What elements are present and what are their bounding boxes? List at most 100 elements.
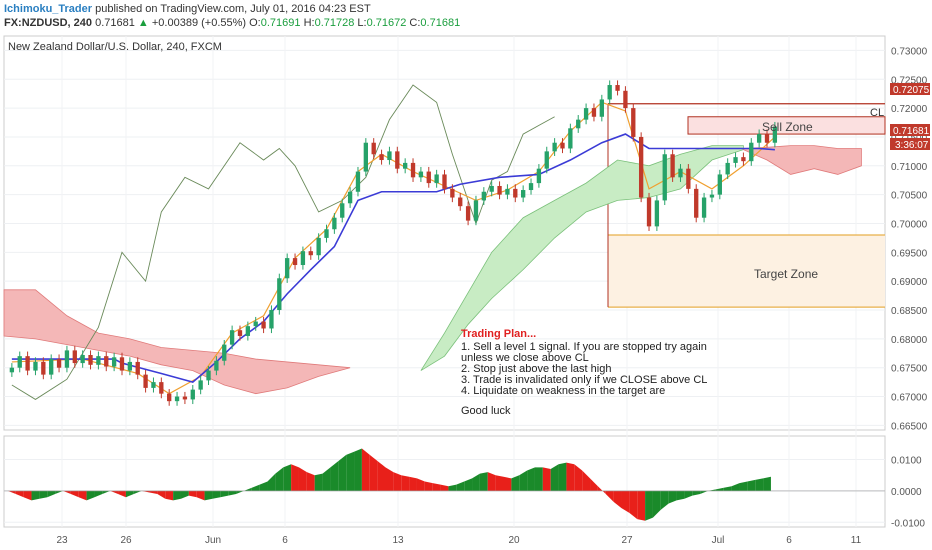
- osc-bar-up: [354, 448, 362, 491]
- osc-bar-up: [511, 475, 520, 491]
- candle-up: [568, 128, 573, 149]
- candle-down: [119, 357, 125, 371]
- oscillator-pane-frame: [3, 435, 886, 528]
- sell-zone: [687, 116, 886, 135]
- low-value: 0.71672: [366, 17, 407, 29]
- osc-bar-down: [165, 490, 174, 501]
- candle-up: [363, 142, 369, 172]
- osc-bar-up: [519, 470, 528, 491]
- candle-up: [552, 142, 557, 152]
- candle-down: [646, 197, 652, 227]
- osc-bar-down: [361, 448, 370, 491]
- candle-down: [497, 185, 502, 195]
- candle-up: [269, 310, 274, 329]
- osc-bar-up: [94, 490, 103, 498]
- candle-down: [686, 168, 691, 189]
- kijun-line: [11, 133, 775, 384]
- price-tick-label: 0.66500: [891, 421, 928, 432]
- time-tick-label: 23: [56, 535, 68, 546]
- osc-bar-down: [118, 490, 126, 498]
- candle-up: [222, 344, 227, 361]
- osc-bar-up: [472, 473, 480, 491]
- candle-down: [379, 154, 384, 161]
- candle-down: [182, 396, 188, 400]
- osc-bar-up: [448, 484, 457, 491]
- target-zone: [608, 235, 885, 308]
- time-tick-label: 13: [392, 535, 404, 546]
- candle-down: [395, 151, 400, 169]
- candle-up: [198, 380, 203, 390]
- ichimoku-cloud: [3, 145, 862, 395]
- osc-bar-down: [590, 478, 598, 491]
- price-change: +0.00389 (+0.55%): [151, 17, 247, 29]
- plan-line-2: unless we close above CL: [461, 352, 589, 364]
- osc-bar-up: [330, 461, 339, 491]
- price-tick-label: 0.67000: [891, 393, 928, 404]
- candle-up: [576, 119, 581, 129]
- bear-cloud-right: [743, 145, 862, 175]
- plan-line-5: 4. Liquidate on weakness in the target a…: [461, 385, 665, 397]
- osc-bar-up: [259, 481, 268, 491]
- candle-down: [88, 355, 93, 365]
- candle-down: [237, 330, 243, 336]
- candle-down: [591, 108, 597, 117]
- osc-bar-up: [275, 467, 284, 491]
- osc-bar-up: [133, 490, 142, 495]
- candle-up: [9, 367, 15, 373]
- candle-up: [772, 126, 778, 143]
- osc-bar-down: [637, 490, 646, 521]
- osc-bar-up: [47, 490, 56, 498]
- osc-bar-up: [708, 489, 716, 491]
- candle-up: [253, 321, 258, 327]
- plan-line-7: Good luck: [461, 405, 511, 417]
- candle-down: [450, 188, 455, 198]
- osc-bar-down: [291, 464, 299, 491]
- osc-bar-up: [652, 490, 661, 518]
- osc-bar-up: [723, 486, 732, 491]
- candle-down: [410, 162, 416, 178]
- candle-down: [513, 188, 518, 198]
- candle-up: [520, 190, 526, 198]
- osc-bar-down: [597, 486, 606, 495]
- author-link[interactable]: Ichimoku_Trader: [4, 3, 93, 15]
- osc-bar-down: [432, 483, 441, 491]
- candle-up: [245, 326, 251, 336]
- osc-bar-up: [731, 483, 740, 491]
- candle-up: [340, 203, 345, 218]
- target-zone-label: Target Zone: [754, 267, 818, 281]
- sell-zone-label: Sell Zone: [762, 120, 813, 134]
- price-tick-label: 0.72000: [891, 104, 928, 115]
- candle-down: [638, 136, 644, 198]
- candle-up: [434, 174, 439, 184]
- candle-up: [387, 151, 392, 161]
- osc-bar-down: [298, 467, 307, 491]
- candle-up: [214, 360, 219, 371]
- high-label: H:: [303, 17, 315, 29]
- osc-bar-down: [487, 472, 496, 491]
- osc-bar-down: [416, 478, 425, 491]
- candle-up: [481, 191, 486, 201]
- osc-bar-up: [715, 487, 724, 491]
- candle-down: [135, 361, 140, 375]
- osc-bar-up: [283, 464, 292, 491]
- candle-up: [725, 162, 730, 175]
- symbol-label[interactable]: FX:NZDUSD, 240: [4, 17, 93, 29]
- osc-bar-up: [86, 490, 95, 501]
- osc-tick-label: -0.0100: [891, 518, 925, 529]
- osc-bar-down: [613, 490, 622, 509]
- osc-bar-down: [15, 490, 24, 498]
- time-tick-label: Jun: [205, 535, 221, 546]
- candle-up: [277, 278, 282, 311]
- last-price-tag: 0.71681: [890, 124, 930, 137]
- candle-up: [717, 174, 722, 195]
- osc-bar-down: [110, 490, 119, 495]
- osc-bar-up: [558, 462, 567, 491]
- osc-bar-up: [456, 481, 465, 491]
- ohlc-header: FX:NZDUSD, 240 0.71681 ▲ +0.00389 (+0.55…: [4, 17, 460, 29]
- time-tick-label: 27: [621, 535, 633, 546]
- osc-bar-up: [684, 490, 693, 499]
- zones-layer: [607, 103, 886, 308]
- osc-bar-up: [267, 473, 276, 491]
- osc-bar-up: [668, 490, 677, 504]
